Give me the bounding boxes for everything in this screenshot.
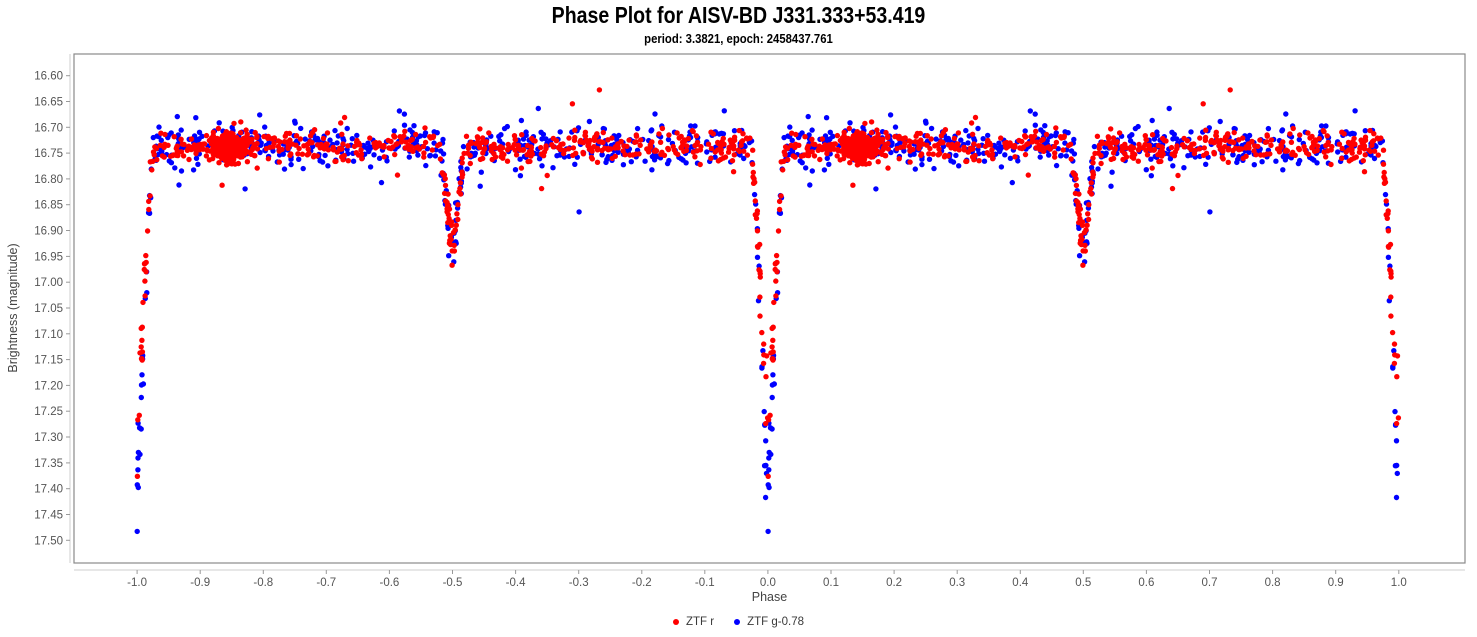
x-tick-label: -1.0: [127, 577, 147, 589]
x-tick-label: -0.6: [379, 577, 399, 589]
y-tick-label: 16.65: [34, 97, 63, 109]
x-tick-label: 0.7: [1202, 577, 1218, 589]
ztf-g-marker-icon: [734, 619, 741, 625]
y-tick-label: 17.15: [34, 355, 63, 367]
y-tick-label: 16.80: [34, 174, 63, 186]
y-tick-label: 17.35: [34, 458, 63, 470]
chart-subtitle: period: 3.3821, epoch: 2458437.761: [644, 31, 833, 46]
y-tick-label: 16.95: [34, 251, 63, 263]
x-tick-label: -0.2: [632, 577, 652, 589]
y-tick-label: 17.45: [34, 510, 63, 522]
x-tick-label: -0.3: [569, 577, 589, 589]
y-tick-label: 17.50: [34, 535, 63, 547]
x-tick-label: -0.9: [190, 577, 210, 589]
y-axis-label: Brightness (magnitude): [6, 243, 20, 372]
x-tick-label: 0.4: [1012, 577, 1029, 589]
y-tick-label: 16.90: [34, 226, 63, 238]
x-tick-label: 0.6: [1138, 577, 1154, 589]
x-tick-label: 0.8: [1265, 577, 1281, 589]
x-tick-label: 0.9: [1328, 577, 1344, 589]
y-tick-label: 16.70: [34, 122, 63, 134]
scatter-points-ztf-r: [134, 87, 1402, 479]
axes: -1.0 -0.9 -0.8 -0.7 -0.6 -0.5 -0.4 -0.3 -0.2 -0.1…: [34, 53, 1466, 589]
x-tick-label: 0.3: [949, 577, 965, 589]
x-tick-label: 0.0: [760, 577, 776, 589]
x-tick-label: 0.1: [823, 577, 839, 589]
legend-label-ztf-g: ZTF g-0.78: [747, 616, 804, 628]
x-tick-label: 1.0: [1391, 577, 1407, 589]
plot-border: [73, 53, 1466, 564]
y-tick-label: 17.40: [34, 484, 63, 496]
y-tick-label: 17.05: [34, 303, 63, 315]
x-tick-label: -0.8: [253, 577, 273, 589]
y-tick-label: 16.60: [34, 71, 63, 83]
legend: ZTF r ZTF g-0.78: [0, 616, 1477, 628]
x-tick-label: -0.1: [695, 577, 715, 589]
ztf-r-marker-icon: [673, 619, 679, 625]
x-tick-label: -0.5: [443, 577, 463, 589]
x-tick-label: 0.5: [1075, 577, 1091, 589]
x-tick-label: -0.7: [316, 577, 336, 589]
legend-item-ztf-g: ZTF g-0.78: [734, 616, 804, 628]
y-tick-label: 17.00: [34, 277, 63, 289]
y-tick-label: 16.85: [34, 200, 63, 212]
chart-title: Phase Plot for AISV-BD J331.333+53.419: [551, 2, 926, 28]
x-tick-label: 0.2: [886, 577, 902, 589]
scatter-points-ztf-g: [134, 105, 1401, 535]
y-tick-label: 16.75: [34, 148, 63, 160]
y-tick-label: 17.10: [34, 329, 63, 341]
x-tick-label: -0.4: [506, 577, 526, 589]
y-tick-label: 17.25: [34, 406, 63, 418]
y-tick-label: 17.20: [34, 380, 63, 392]
legend-item-ztf-r: ZTF r: [673, 616, 714, 628]
legend-label-ztf-r: ZTF r: [686, 616, 715, 628]
y-tick-label: 17.30: [34, 432, 63, 444]
x-axis-label: Phase: [751, 590, 788, 604]
